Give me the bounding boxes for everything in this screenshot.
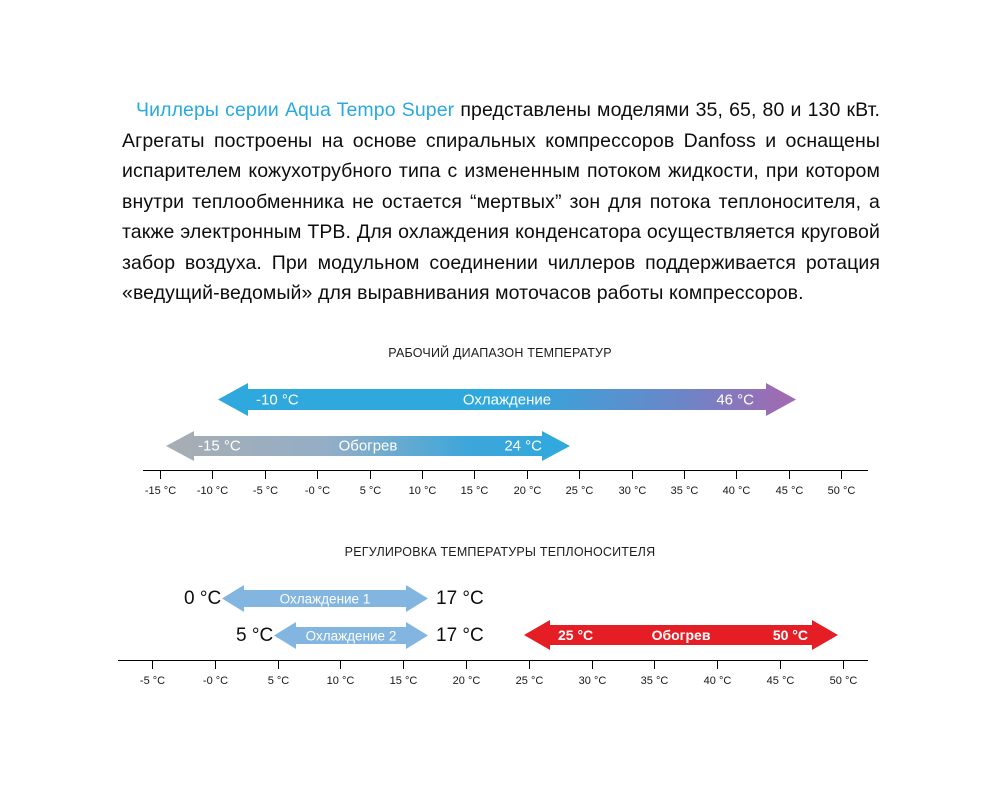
regulation-axis: -5 °C -0 °C 5 °C 10 °C 15 °C 20 °C 25 °C… [118,660,868,687]
axis-tick: 45 °C [776,470,803,497]
heating-range-min: -15 °C [198,437,241,455]
axis-tick: 20 °C [514,470,541,497]
axis-tick: -10 °C [197,470,228,497]
axis-tick: -5 °C [140,660,165,687]
regulation-title: РЕГУЛИРОВКА ТЕМПЕРАТУРЫ ТЕПЛОНОСИТЕЛЯ [344,545,656,559]
axis-tick-label: 25 °C [515,675,544,687]
axis-tick: 5 °C [360,470,381,497]
axis-tick-label: 45 °C [766,675,795,687]
axis-tick-label: 10 °C [326,675,355,687]
axis-tick: 15 °C [390,660,417,687]
axis-tick-label: 45 °C [775,485,804,497]
axis-tick-label: 40 °C [722,485,751,497]
axis-tick-label: -10 °C [196,485,229,497]
axis-tick-label: 30 °C [618,485,647,497]
axis-tick-label: 5 °C [267,675,290,687]
axis-tick-label: -5 °C [252,485,279,497]
axis-tick-label: 35 °C [670,485,699,497]
axis-tick-label: 30 °C [578,675,607,687]
axis-tick: 15 °C [461,470,488,497]
heating-range-arrow: -15 °C Обогрев 24 °C [166,431,570,461]
axis-tick: 10 °C [409,470,436,497]
intro-paragraph: Чиллеры серии Aqua Tempo Super представл… [122,95,880,309]
axis-tick-label: -5 °C [139,675,166,687]
series-title: Чиллеры серии Aqua Tempo Super [136,99,455,121]
axis-tick-label: -15 °C [144,485,177,497]
cooling1-min-value: 0 °C [184,588,222,609]
cooling2-arrow: Охлаждение 2 [274,622,428,649]
heating-reg-min: 25 °C [558,627,594,643]
axis-tick: 40 °C [723,470,750,497]
cooling-range-max: 46 °C [716,391,754,408]
axis-tick-label: 10 °C [408,485,437,497]
axis-tick: 30 °C [579,660,606,687]
axis-tick-label: 15 °C [389,675,418,687]
cooling1-max-value: 17 °C [436,588,484,609]
axis-tick-label: 50 °C [829,675,858,687]
axis-tick: 25 °C [566,470,593,497]
heating-range-max: 24 °C [504,437,542,455]
cooling-range-min: -10 °C [256,391,299,408]
axis-tick-label: 40 °C [703,675,732,687]
axis-tick: 30 °C [619,470,646,497]
cooling1-label: Охлаждение 1 [279,591,371,606]
axis-tick-label: 35 °C [640,675,669,687]
axis-tick-label: 5 °C [359,485,382,497]
axis-tick: 40 °C [704,660,731,687]
heating-range-label: Обогрев [338,437,398,455]
cooling1-arrow: Охлаждение 1 [222,585,428,612]
axis-tick: 35 °C [671,470,698,497]
axis-tick: -0 °C [203,660,228,687]
heating-reg-label: Обогрев [651,627,711,643]
cooling2-label: Охлаждение 2 [305,628,397,643]
cooling2-max-value: 17 °C [436,625,484,646]
heating-regulation-arrow: 25 °C Обогрев 50 °C [524,620,838,650]
axis-tick-label: 15 °C [460,485,489,497]
cooling-range-arrow: -10 °C Охлаждение 46 °C [218,383,796,416]
axis-tick: 25 °C [516,660,543,687]
axis-tick-label: -0 °C [202,675,229,687]
cooling-range-label: Охлаждение [462,391,552,408]
axis-tick-label: 25 °C [565,485,594,497]
axis-tick: -0 °C [305,470,330,497]
working-range-axis: -15 °C -10 °C -5 °C -0 °C 5 °C 10 °C 15 … [143,470,868,497]
intro-text: представлены моделями 35, 65, 80 и 130 к… [122,99,880,304]
heating-reg-max: 50 °C [772,627,808,643]
axis-tick-label: 20 °C [452,675,481,687]
cooling2-min-value: 5 °C [236,625,274,646]
working-range-title: РАБОЧИЙ ДИАПАЗОН ТЕМПЕРАТУР [388,346,612,360]
axis-tick: -5 °C [253,470,278,497]
axis-tick: 5 °C [268,660,289,687]
axis-tick: -15 °C [145,470,176,497]
axis-tick: 50 °C [828,470,855,497]
axis-tick: 45 °C [767,660,794,687]
axis-tick-label: 50 °C [827,485,856,497]
axis-tick-label: 20 °C [513,485,542,497]
axis-tick: 35 °C [641,660,668,687]
axis-tick: 50 °C [830,660,857,687]
axis-tick-label: -0 °C [304,485,331,497]
axis-tick: 20 °C [453,660,480,687]
axis-tick: 10 °C [327,660,354,687]
